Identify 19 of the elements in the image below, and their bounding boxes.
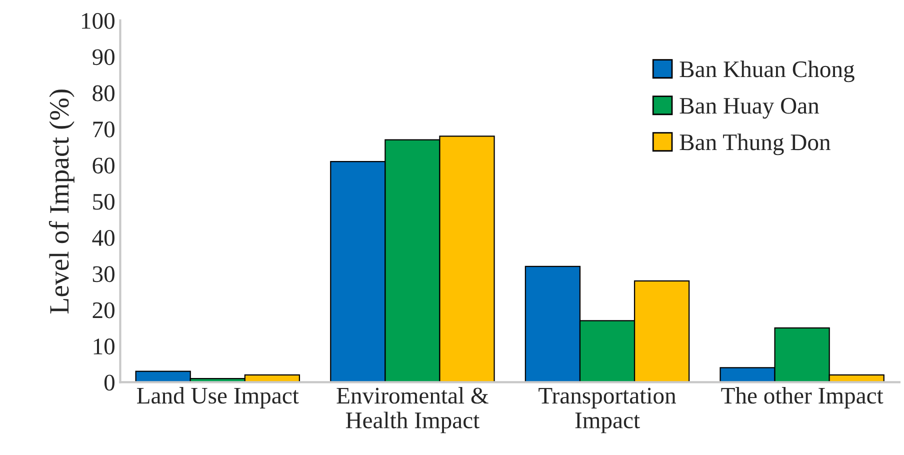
y-tick-label: 30 — [92, 266, 114, 282]
legend-label: Ban Thung Don — [680, 134, 830, 156]
x-tick-label: Enviromental & Health Impact — [336, 387, 488, 434]
y-axis-title: Level of Impact (%) — [48, 90, 74, 314]
y-tick-label: 50 — [93, 194, 114, 210]
x-tick-label: Transportation Impact — [538, 388, 676, 434]
y-tick-label: 0 — [104, 374, 114, 391]
y-tick-label: 90 — [92, 49, 114, 66]
legend-label: Ban Khuan Chong — [680, 60, 854, 82]
y-tick-label: 20 — [92, 302, 114, 318]
y-tick-label: 60 — [92, 158, 114, 174]
y-tick-label: 40 — [92, 230, 114, 246]
y-tick-label: 10 — [94, 338, 114, 354]
y-tick-label: 70 — [93, 121, 114, 138]
x-tick-label: Land Use Impact — [137, 387, 299, 408]
legend-label: Ban Huay Oan — [680, 98, 820, 119]
x-tick-label: The other Impact — [721, 387, 884, 408]
y-tick-label: 100 — [82, 12, 114, 29]
y-tick-label: 80 — [92, 85, 114, 102]
